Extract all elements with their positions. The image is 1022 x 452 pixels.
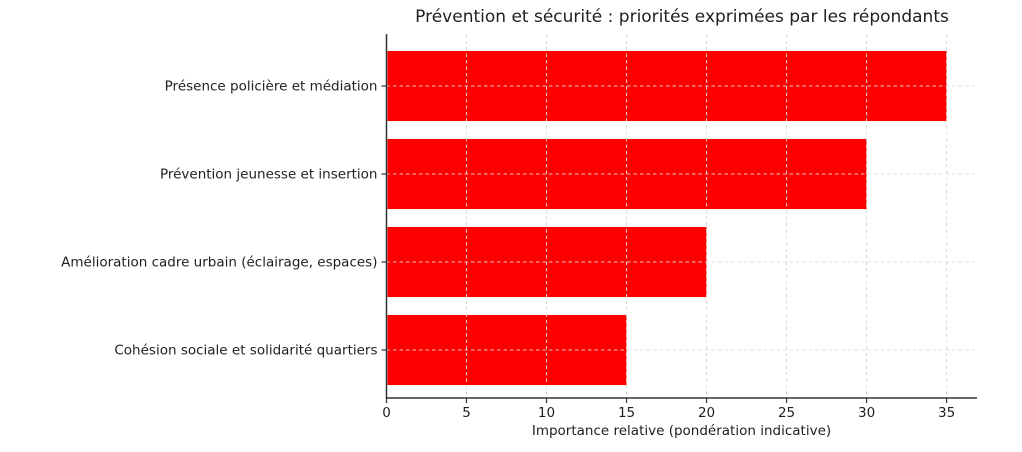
x-axis-label: Importance relative (pondération indicat…	[531, 423, 832, 439]
category-label-0: Présence policière et médiation	[165, 79, 378, 95]
x-tick-label-15: 15	[618, 405, 635, 421]
x-tick-label-20: 20	[698, 405, 715, 421]
x-tick-label-25: 25	[778, 405, 795, 421]
chart-title: Prévention et sécurité : priorités expri…	[415, 7, 949, 27]
x-tick-label-0: 0	[382, 405, 391, 421]
x-tick-label-30: 30	[858, 405, 875, 421]
category-label-2: Amélioration cadre urbain (éclairage, es…	[61, 255, 377, 271]
x-tick-label-35: 35	[938, 405, 955, 421]
x-tick-label-10: 10	[538, 405, 555, 421]
category-label-1: Prévention jeunesse et insertion	[160, 167, 378, 183]
x-tick-label-5: 5	[462, 405, 471, 421]
category-label-3: Cohésion sociale et solidarité quartiers	[114, 343, 377, 359]
